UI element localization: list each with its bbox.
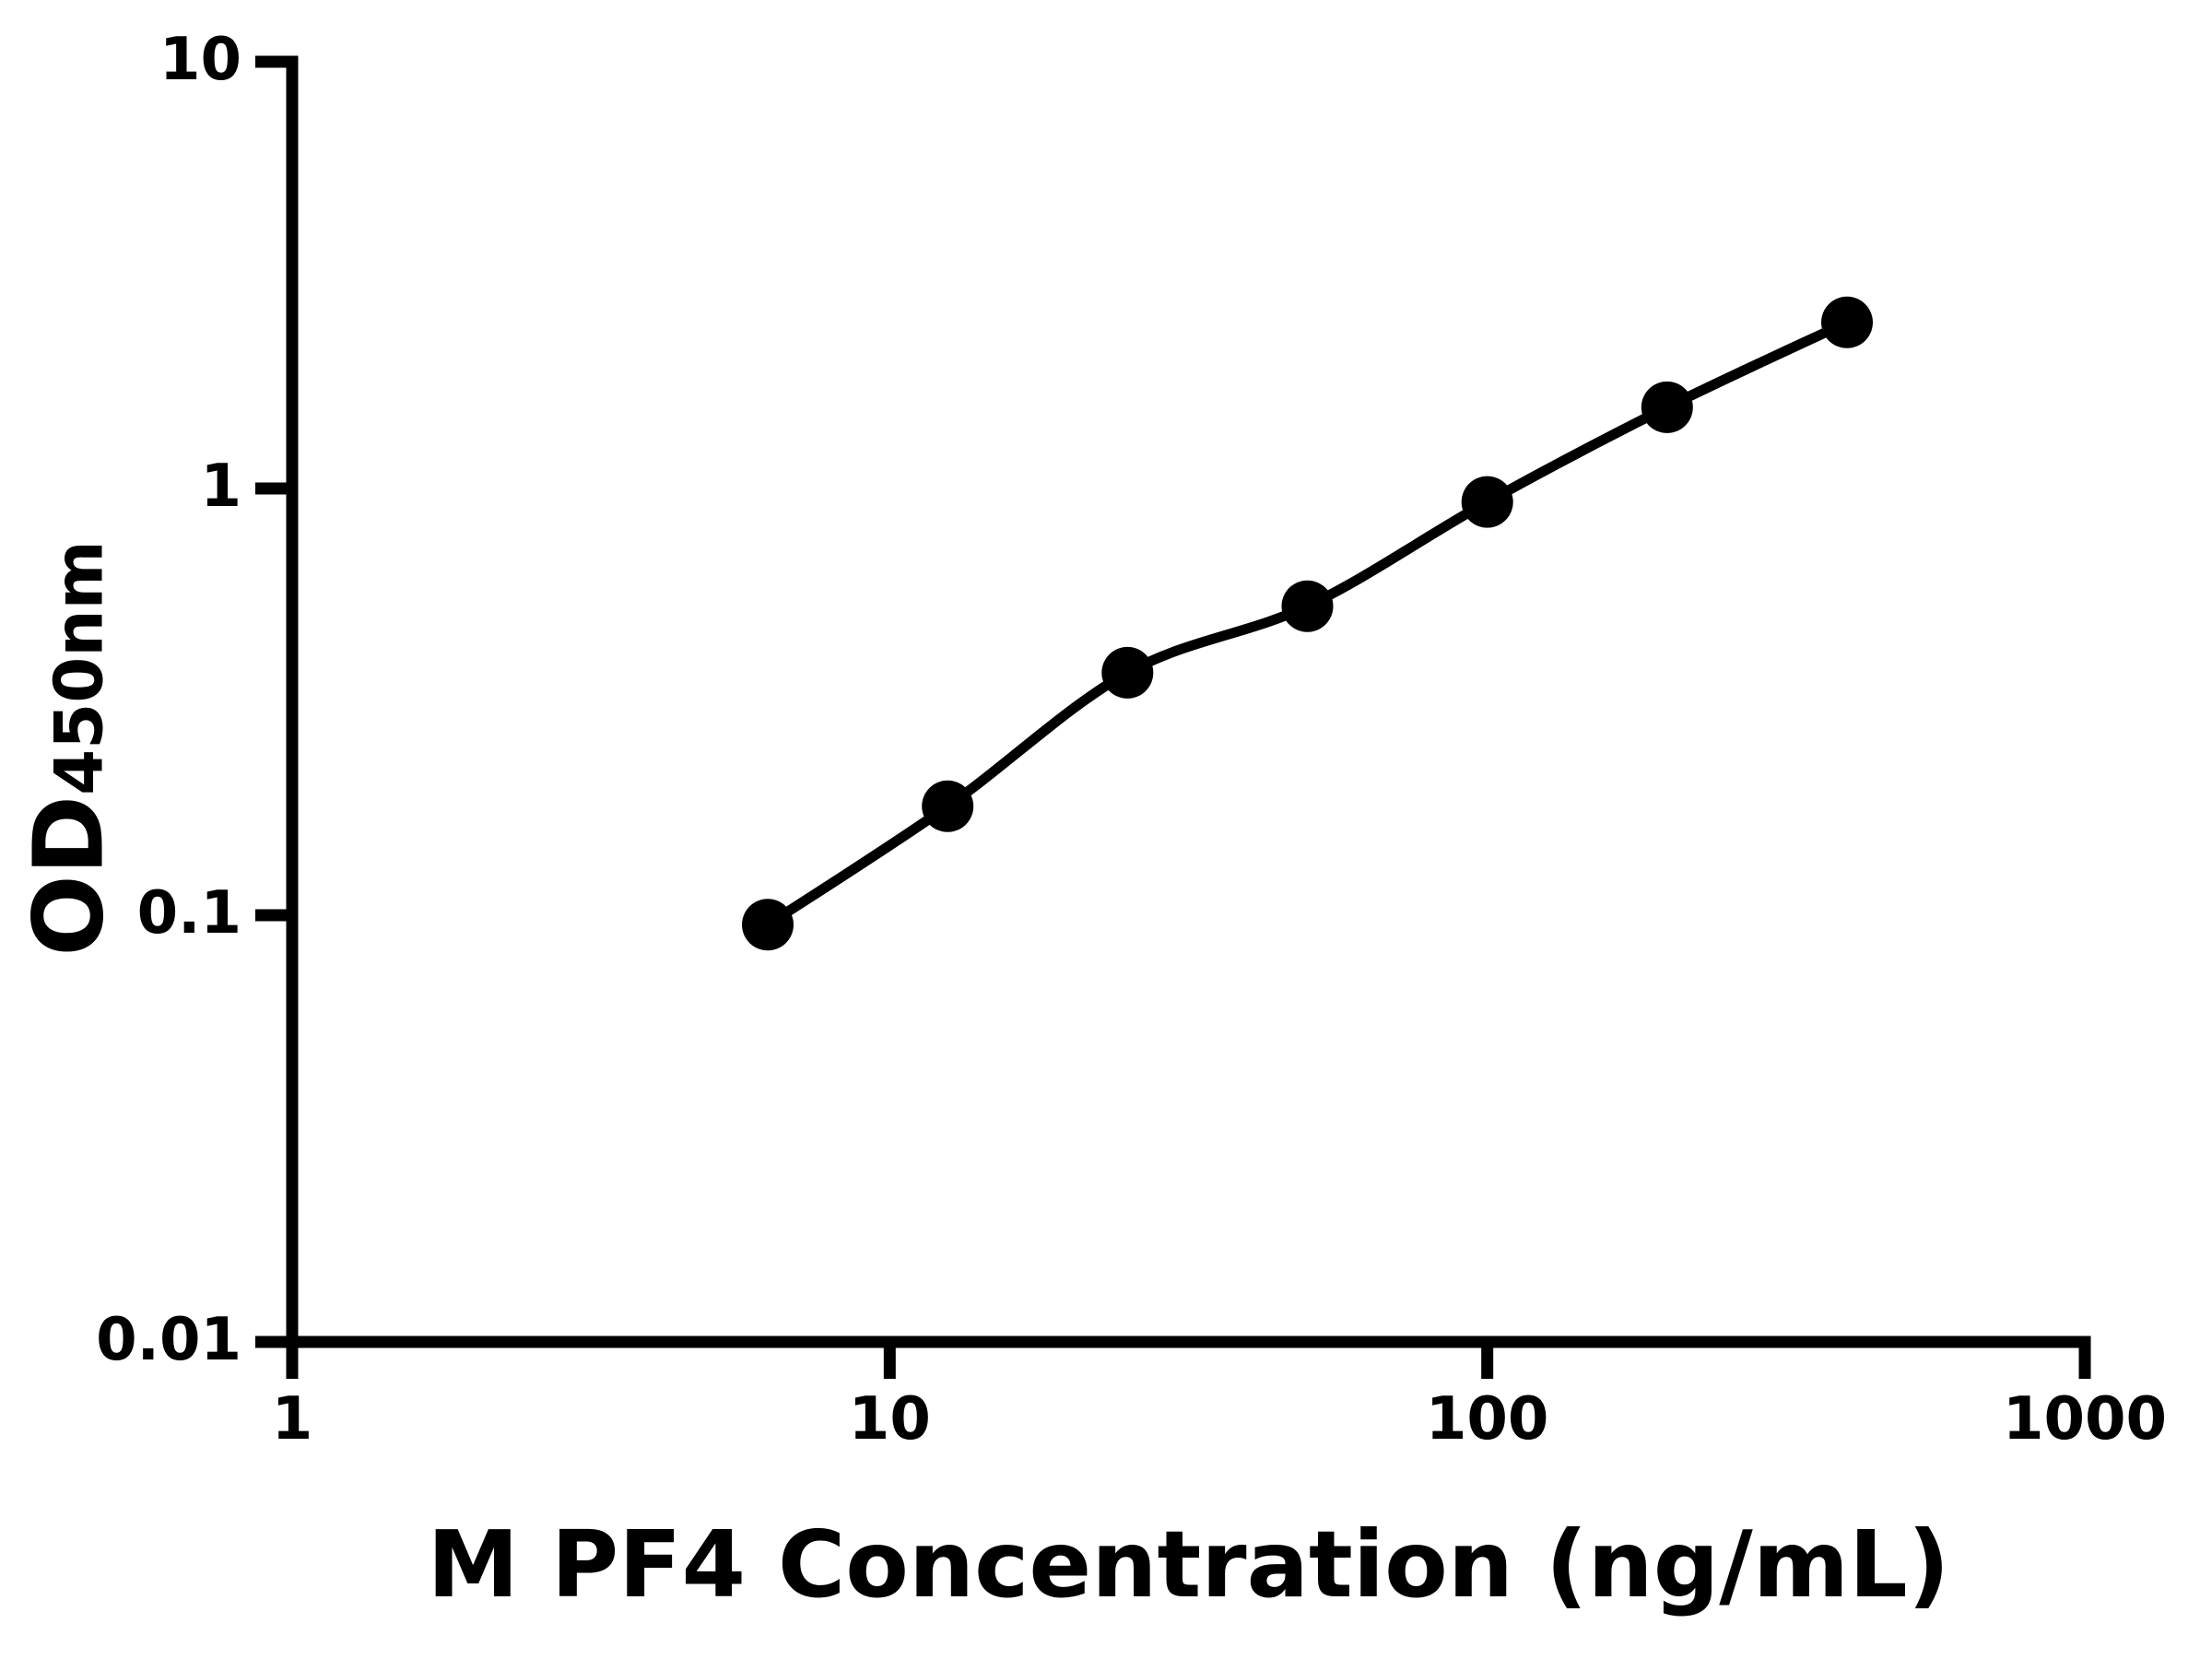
data-point-50: [1281, 580, 1334, 632]
x-tick-label-1000: 1000: [2002, 1385, 2168, 1453]
axis-spines: [255, 55, 2091, 1379]
y-tick-label-0.1: 0.1: [136, 879, 241, 947]
y-axis-title-main: OD: [12, 794, 125, 957]
x-tick-label-100: 100: [1425, 1385, 1549, 1453]
x-tick-label-10: 10: [848, 1385, 931, 1453]
x-tick-label-1: 1: [271, 1385, 313, 1453]
y-tick-label-0.01: 0.01: [96, 1306, 241, 1374]
data-point-6.25: [742, 899, 794, 951]
data-point-100: [1461, 476, 1513, 528]
data-point-200: [1641, 381, 1693, 433]
y-axis-title-sub: 450nm: [40, 540, 118, 795]
y-axis-title: OD450nm: [13, 540, 127, 956]
x-axis-title: M PF4 Concentration (ng/mL): [427, 1511, 1950, 1618]
y-tick-label-1: 1: [200, 453, 241, 521]
y-tick-label-10: 10: [159, 26, 241, 94]
data-point-12.5: [922, 780, 974, 832]
data-point-25: [1101, 646, 1154, 699]
data-point-400: [1821, 296, 1873, 348]
